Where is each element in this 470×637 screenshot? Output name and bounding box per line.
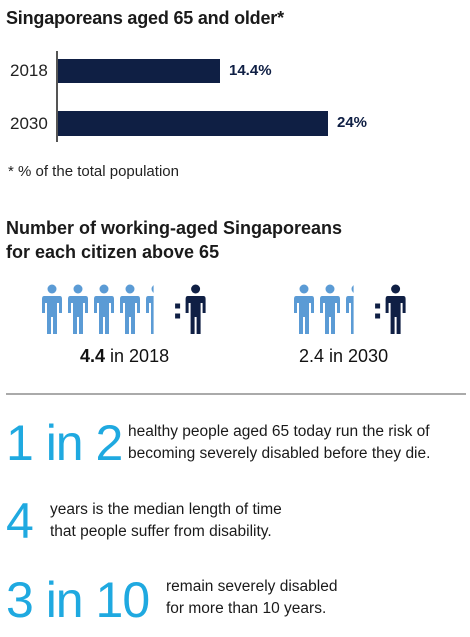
fact-1-text: healthy people aged 65 today run the ris… [128,421,430,465]
category-label-2018: 2018 [10,61,48,80]
ratio-2018: 4.4 in 2018 [80,346,169,367]
fact-2-figure: 4 [6,493,34,549]
ratio-2030: 2.4 in 2030 [299,346,389,366]
ratio-title: Number of working-aged Singaporeans for … [6,216,342,264]
fact-1-figure: 1 in 2 [6,415,123,471]
y2030-working-person-icon-1 [294,284,314,334]
fact-3-text: remain severely disabled for more than 1… [166,576,337,620]
bar-2030 [58,111,328,136]
ratio-title-line1: Number of working-aged Singaporeans [6,218,343,238]
y2018-working-person-icon-2 [68,284,88,334]
fact-3-figure: 3 in 10 [6,572,150,628]
y2018-ratio-colon-dot-2 [175,313,181,319]
bar-value-label-2030: 24% [337,114,368,131]
y2030-senior-person-icon [385,284,406,334]
chart-title: Singaporeans aged 65 and older* [6,8,284,28]
y2018-working-person-icon-3 [94,284,114,334]
fact-2-line1: years is the median length of time [50,501,282,518]
fact-1-line2: becoming severely disabled before they d… [128,445,431,462]
ratio-title-line2: for each citizen above 65 [6,242,220,262]
y2018-working-person-icon-1 [42,284,62,334]
y-axis-line [56,51,58,142]
y2030-ratio-colon-dot-2 [375,313,381,319]
ratio-2018-suffix: in 2018 [105,346,170,366]
chart-footnote: * % of the total population [8,163,179,180]
category-label-2030: 2030 [10,114,48,133]
y2018-ratio-colon-dot-1 [175,303,181,309]
fact-3-line1: remain severely disabled [166,578,338,595]
y2030-working-person-icon-2 [320,284,340,334]
bar-2018 [58,59,220,83]
ratio-2018-value: 4.4 [80,346,106,366]
y2018-working-person-icon-4 [120,284,140,334]
fact-1-line1: healthy people aged 65 today run the ris… [128,423,430,440]
y2030-ratio-colon-dot-1 [375,303,381,309]
y2030-working-person-partial-icon [346,285,354,334]
section-divider [6,393,466,395]
people-pictogram-2018 [42,284,206,334]
y2018-working-person-partial-icon [146,285,154,334]
y2018-senior-person-icon [185,284,206,334]
fact-2-text: years is the median length of time that … [50,499,282,543]
fact-3-line2: for more than 10 years. [166,600,327,617]
people-pictogram-2030 [294,284,406,334]
bar-value-label-2018: 14.4% [229,62,272,79]
fact-2-line2: that people suffer from disability. [50,523,272,540]
